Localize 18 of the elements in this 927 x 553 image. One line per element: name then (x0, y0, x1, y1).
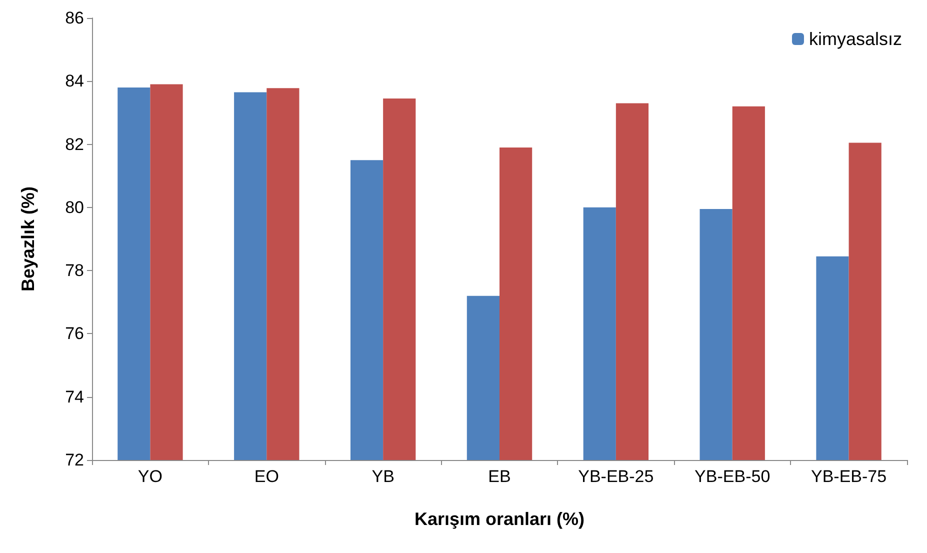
x-tick-label: YB-EB-50 (694, 467, 770, 486)
y-tick-label: 74 (65, 387, 84, 406)
x-tick-label: YB-EB-75 (810, 467, 887, 486)
x-tick-label: EB (488, 467, 511, 486)
x-tick-label: YB (372, 467, 394, 486)
y-tick-label: 82 (65, 134, 84, 154)
y-tick-label: 78 (65, 261, 84, 280)
x-tick-label: EO (254, 467, 279, 486)
x-axis-title: Karışım oranları (%) (414, 509, 585, 529)
y-tick-label: 76 (65, 324, 84, 344)
x-tick-label: YB-EB-25 (578, 467, 654, 486)
y-tick-label: 72 (65, 450, 84, 470)
y-tick-label: 80 (65, 198, 84, 217)
x-tick-label: YO (138, 467, 162, 486)
y-tick-label: 86 (65, 8, 84, 28)
legend-label: kimyasalsız (808, 29, 902, 49)
y-tick-label: 84 (65, 72, 84, 91)
y-axis-title: Beyazlık (%) (18, 186, 38, 292)
